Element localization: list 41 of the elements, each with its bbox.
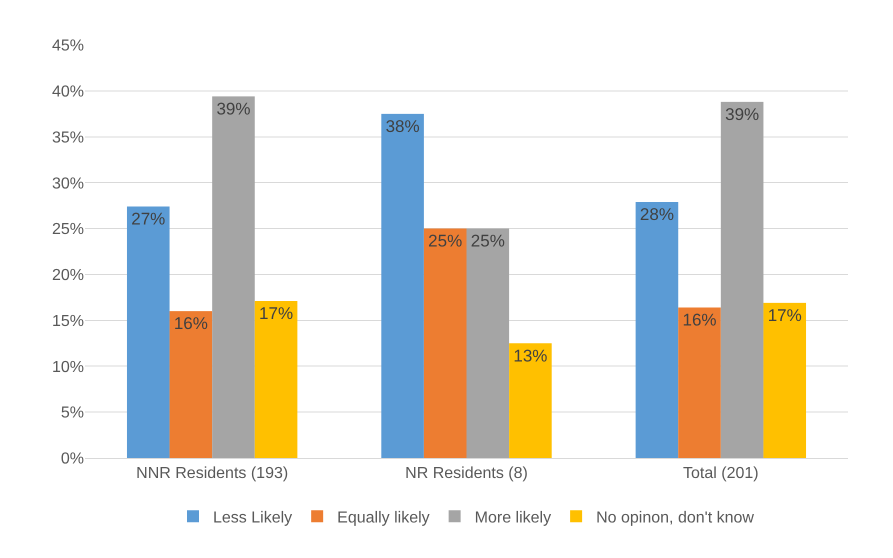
- y-tick-label: 0%: [60, 450, 84, 468]
- y-tick-label: 10%: [52, 358, 84, 376]
- bar: [720, 102, 764, 458]
- bar: [466, 228, 510, 458]
- y-tick-label: 35%: [52, 129, 84, 146]
- legend-label: Equally likely: [337, 509, 430, 526]
- x-tick-label: Total (201): [683, 465, 759, 482]
- y-tick-label: 30%: [52, 175, 84, 192]
- bar: [381, 114, 424, 458]
- bar: [678, 307, 721, 458]
- y-tick-label: 5%: [60, 404, 84, 422]
- data-label: 25%: [428, 232, 462, 251]
- x-tick-label: NNR Residents (193): [136, 465, 288, 482]
- legend-label: Less Likely: [213, 509, 292, 526]
- data-label: 38%: [386, 116, 420, 136]
- data-label: 28%: [640, 204, 674, 224]
- y-tick-label: 40%: [52, 83, 84, 100]
- data-label: 13%: [513, 346, 548, 366]
- bar: [763, 302, 806, 458]
- bar: [126, 206, 170, 458]
- bar: [212, 96, 255, 458]
- y-tick-label: 45%: [52, 38, 84, 55]
- data-label: 25%: [470, 232, 505, 251]
- data-label: 17%: [768, 306, 802, 325]
- y-tick-label: 20%: [52, 267, 84, 284]
- data-label: 16%: [682, 310, 717, 330]
- data-label: 27%: [131, 210, 166, 229]
- bar: [509, 343, 552, 458]
- bar: [636, 202, 678, 458]
- data-label: 16%: [174, 314, 208, 334]
- bar: [170, 311, 212, 458]
- y-tick-label: 15%: [52, 312, 84, 330]
- legend-label: No opinon, don't know: [596, 509, 754, 526]
- data-label: 39%: [725, 104, 760, 124]
- x-tick-label: NR Residents (8): [405, 465, 528, 482]
- bar: [254, 301, 298, 458]
- y-tick-label: 25%: [52, 221, 84, 238]
- data-label: 17%: [259, 304, 294, 324]
- legend-label: More likely: [474, 509, 552, 526]
- data-label: 39%: [216, 99, 250, 118]
- bar: [424, 228, 466, 458]
